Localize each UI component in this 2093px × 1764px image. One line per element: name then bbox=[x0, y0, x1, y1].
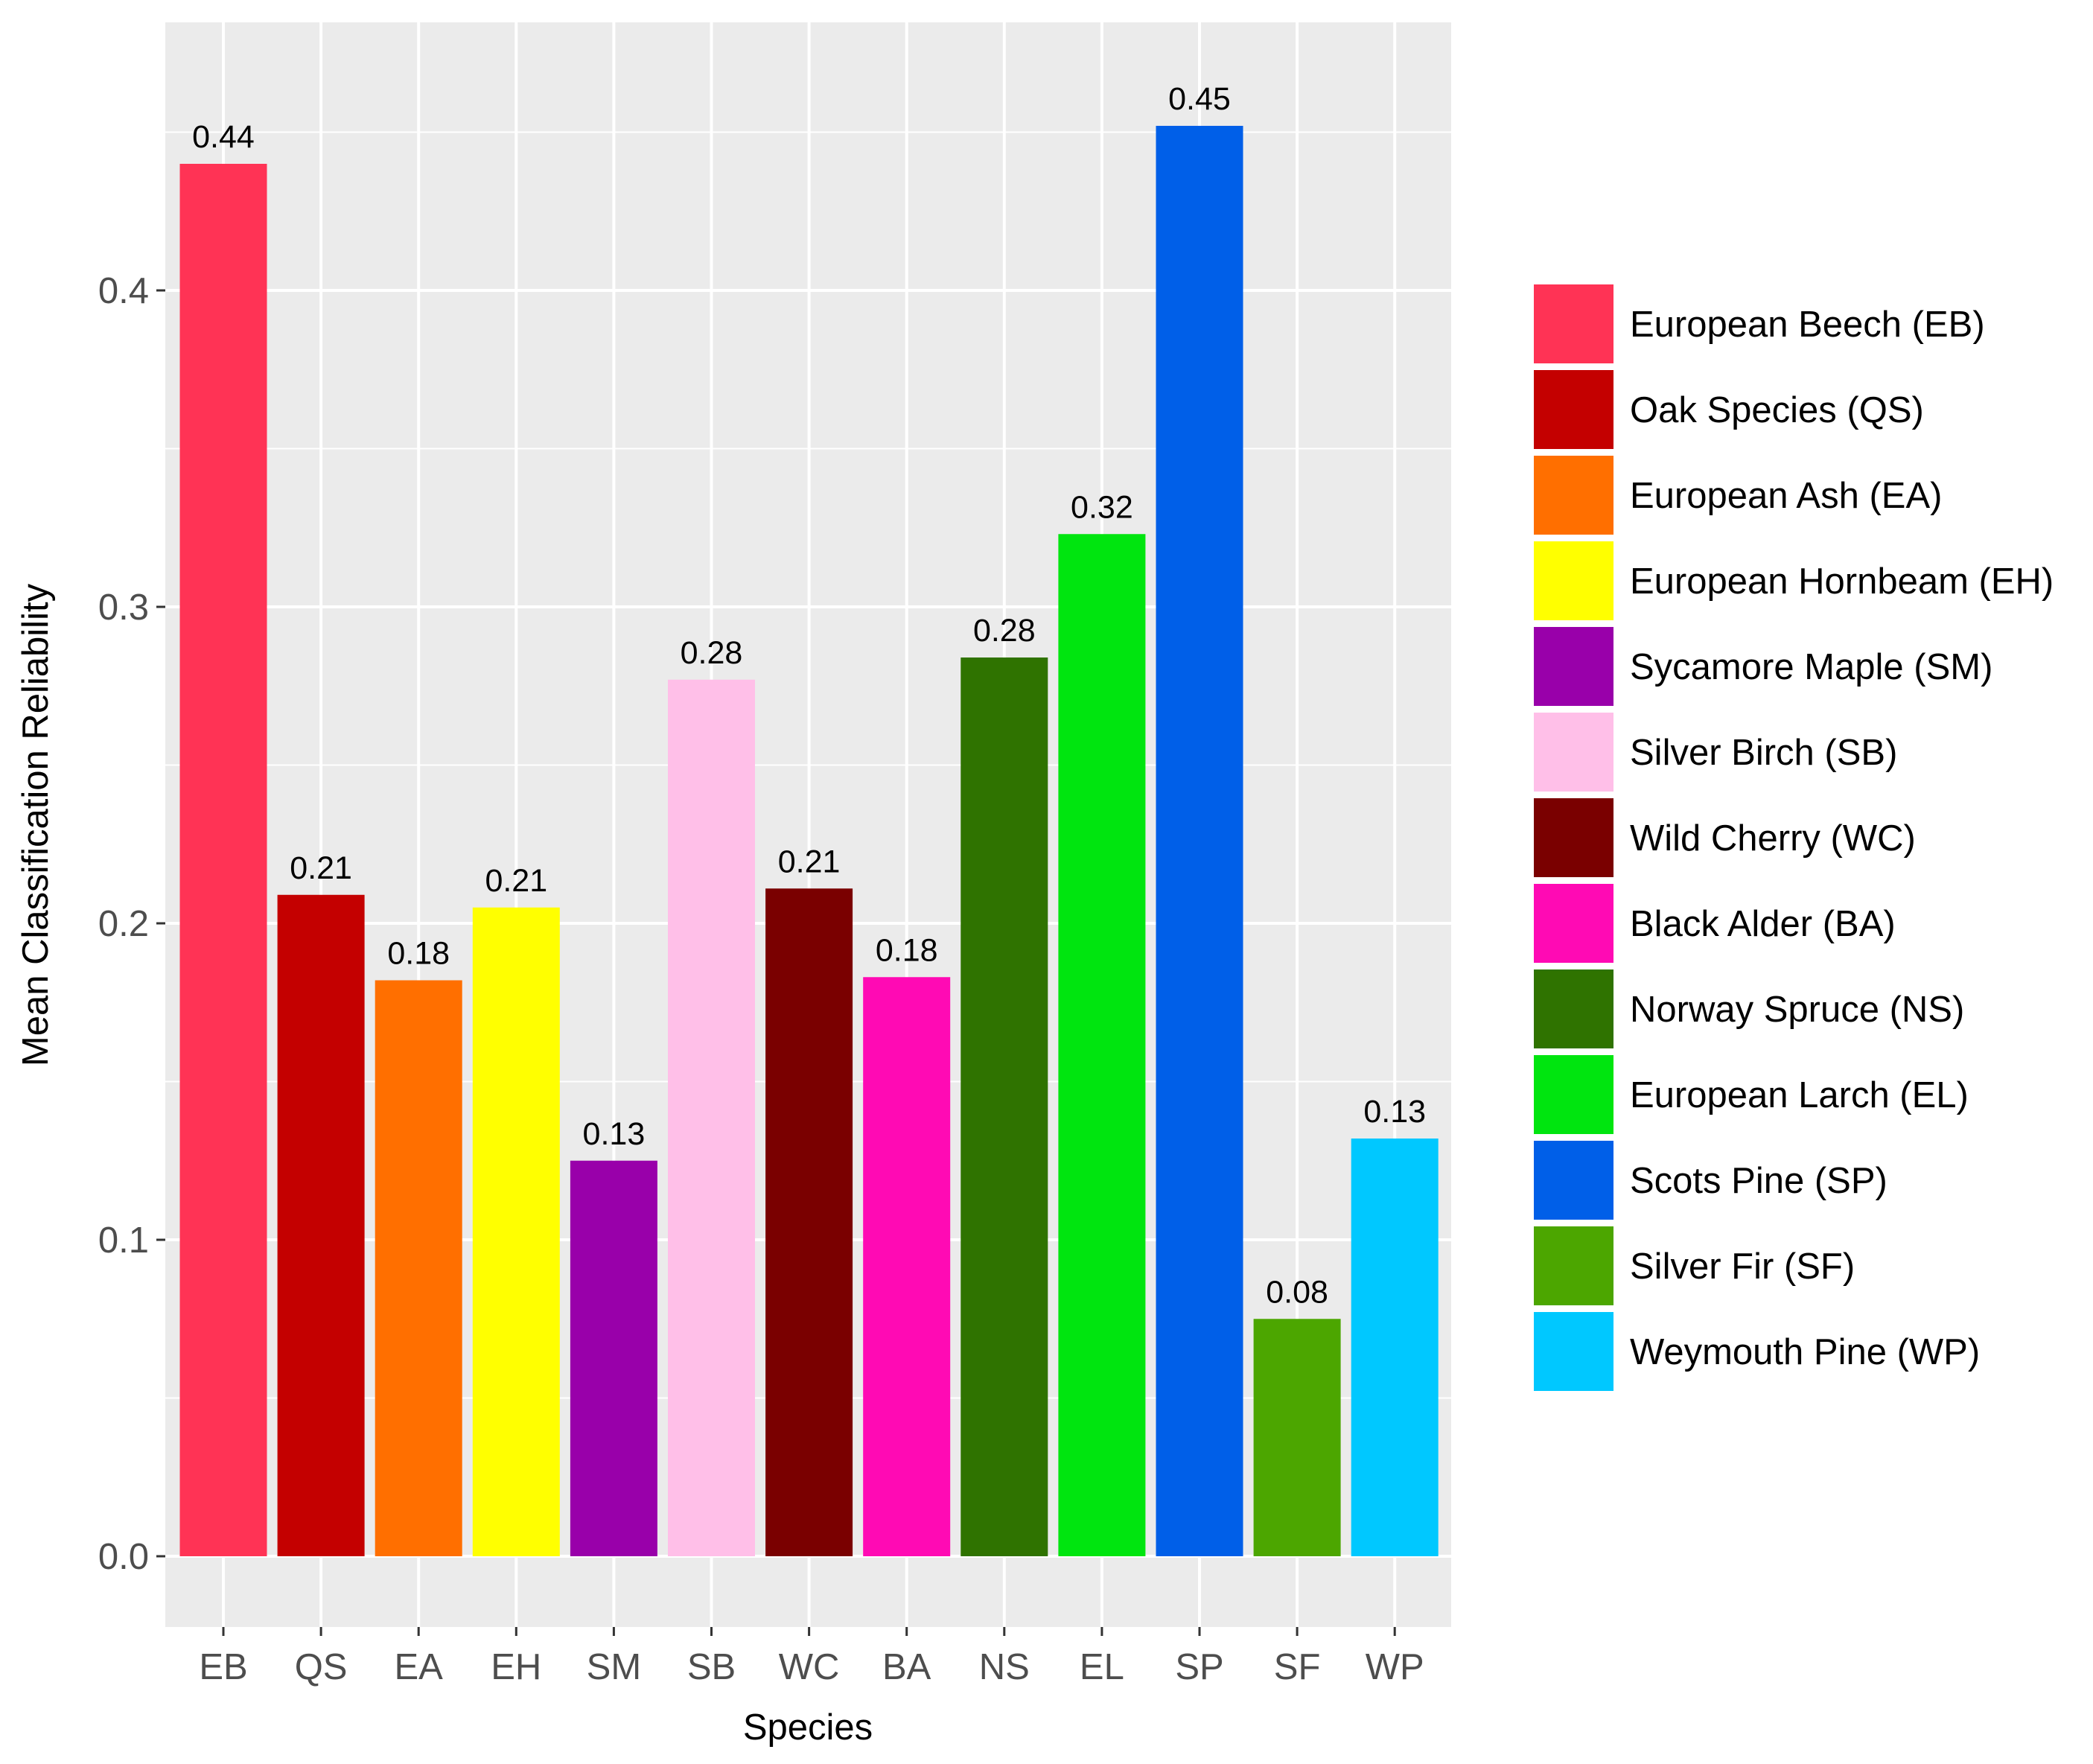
y-axis-title: Mean Classification Reliability bbox=[16, 583, 56, 1066]
bar-sp bbox=[1156, 126, 1243, 1556]
data-label-ba: 0.18 bbox=[876, 932, 938, 968]
legend-item: Oak Species (QS) bbox=[1534, 370, 1924, 449]
bar-ba bbox=[863, 977, 951, 1556]
data-label-ea: 0.18 bbox=[387, 936, 450, 972]
data-label-sm: 0.13 bbox=[583, 1116, 646, 1152]
data-label-wp: 0.13 bbox=[1363, 1094, 1426, 1130]
bar-ea bbox=[375, 980, 462, 1556]
bars bbox=[179, 126, 1439, 1556]
legend-key bbox=[1534, 1226, 1613, 1305]
legend-item: Weymouth Pine (WP) bbox=[1534, 1312, 1980, 1391]
data-label-sf: 0.08 bbox=[1266, 1274, 1328, 1310]
legend-item: Norway Spruce (NS) bbox=[1534, 969, 1964, 1048]
legend-label: Black Alder (BA) bbox=[1630, 904, 1896, 944]
x-tick-label: EA bbox=[395, 1647, 444, 1687]
y-tick-label: 0.4 bbox=[98, 271, 149, 311]
legend-key bbox=[1534, 284, 1613, 363]
x-tick-label: EH bbox=[491, 1647, 541, 1687]
y-axis: 0.0 0.1 0.2 0.3 0.4 bbox=[98, 271, 165, 1577]
legend-item: European Hornbeam (EH) bbox=[1534, 541, 2054, 620]
bar-ns bbox=[961, 657, 1048, 1556]
bar-sf bbox=[1253, 1319, 1341, 1556]
x-tick-label: QS bbox=[295, 1647, 348, 1687]
legend-label: European Beech (EB) bbox=[1630, 305, 1985, 345]
x-axis-title: Species bbox=[743, 1707, 873, 1748]
data-label-qs: 0.21 bbox=[290, 850, 352, 886]
legend-label: Scots Pine (SP) bbox=[1630, 1161, 1887, 1201]
x-tick-label: WP bbox=[1366, 1647, 1424, 1687]
legend: European Beech (EB) Oak Species (QS) Europ… bbox=[1534, 284, 2054, 1391]
legend-key bbox=[1534, 1141, 1613, 1220]
legend-label: Norway Spruce (NS) bbox=[1630, 990, 1964, 1030]
legend-item: European Larch (EL) bbox=[1534, 1055, 1969, 1134]
y-tick-label: 0.1 bbox=[98, 1220, 149, 1261]
legend-label: Sycamore Maple (SM) bbox=[1630, 647, 1992, 687]
x-tick-label: NS bbox=[979, 1647, 1030, 1687]
x-tick-label: BA bbox=[882, 1647, 931, 1687]
legend-label: European Hornbeam (EH) bbox=[1630, 561, 2054, 602]
data-label-ns: 0.28 bbox=[973, 613, 1036, 649]
legend-key bbox=[1534, 627, 1613, 706]
legend-key bbox=[1534, 713, 1613, 792]
legend-item: Sycamore Maple (SM) bbox=[1534, 627, 1992, 706]
legend-label: Silver Birch (SB) bbox=[1630, 733, 1897, 773]
x-tick-label: SF bbox=[1274, 1647, 1321, 1687]
legend-key bbox=[1534, 370, 1613, 449]
bar-sb bbox=[668, 679, 755, 1556]
x-tick-label: EB bbox=[199, 1647, 247, 1687]
legend-label: Silver Fir (SF) bbox=[1630, 1246, 1855, 1287]
bar-el bbox=[1058, 534, 1146, 1556]
x-tick-label: SM bbox=[587, 1647, 642, 1687]
data-labels: 0.44 0.21 0.18 0.21 0.13 0.28 0.21 0.18 0.28 0.32… bbox=[192, 81, 1426, 1310]
y-tick-label: 0.3 bbox=[98, 588, 149, 628]
bar-wc bbox=[765, 888, 853, 1556]
bar-qs bbox=[277, 894, 365, 1556]
data-label-eh: 0.21 bbox=[485, 863, 547, 899]
data-label-sp: 0.45 bbox=[1168, 81, 1231, 117]
bar-eh bbox=[472, 907, 560, 1556]
legend-item: Wild Cherry (WC) bbox=[1534, 798, 1916, 877]
x-axis: EB QS EA EH SM SB WC BA NS EL SP SF WP bbox=[199, 1627, 1424, 1687]
x-tick-label: SB bbox=[687, 1647, 736, 1687]
y-tick-label: 0.2 bbox=[98, 904, 149, 944]
legend-label: Wild Cherry (WC) bbox=[1630, 818, 1916, 859]
y-tick-label: 0.0 bbox=[98, 1537, 149, 1577]
legend-item: Silver Fir (SF) bbox=[1534, 1226, 1855, 1305]
legend-item: Silver Birch (SB) bbox=[1534, 713, 1897, 792]
legend-label: European Ash (EA) bbox=[1630, 476, 1942, 516]
x-tick-label: SP bbox=[1175, 1647, 1223, 1687]
x-tick-label: EL bbox=[1080, 1647, 1124, 1687]
legend-item: Black Alder (BA) bbox=[1534, 884, 1896, 963]
bar-wp bbox=[1351, 1139, 1439, 1556]
legend-key bbox=[1534, 1055, 1613, 1134]
data-label-eb: 0.44 bbox=[192, 119, 255, 155]
data-label-wc: 0.21 bbox=[778, 844, 841, 879]
legend-item: European Beech (EB) bbox=[1534, 284, 1985, 363]
legend-key bbox=[1534, 969, 1613, 1048]
legend-label: Weymouth Pine (WP) bbox=[1630, 1332, 1980, 1372]
legend-key bbox=[1534, 456, 1613, 535]
data-label-el: 0.32 bbox=[1071, 489, 1133, 525]
legend-key bbox=[1534, 1312, 1613, 1391]
data-label-sb: 0.28 bbox=[681, 635, 743, 671]
legend-key bbox=[1534, 884, 1613, 963]
legend-key bbox=[1534, 798, 1613, 877]
legend-key bbox=[1534, 541, 1613, 620]
x-tick-label: WC bbox=[779, 1647, 840, 1687]
legend-label: Oak Species (QS) bbox=[1630, 390, 1924, 430]
legend-label: European Larch (EL) bbox=[1630, 1075, 1969, 1115]
bar-eb bbox=[179, 164, 267, 1556]
legend-item: Scots Pine (SP) bbox=[1534, 1141, 1887, 1220]
legend-item: European Ash (EA) bbox=[1534, 456, 1942, 535]
bar-sm bbox=[570, 1160, 657, 1556]
